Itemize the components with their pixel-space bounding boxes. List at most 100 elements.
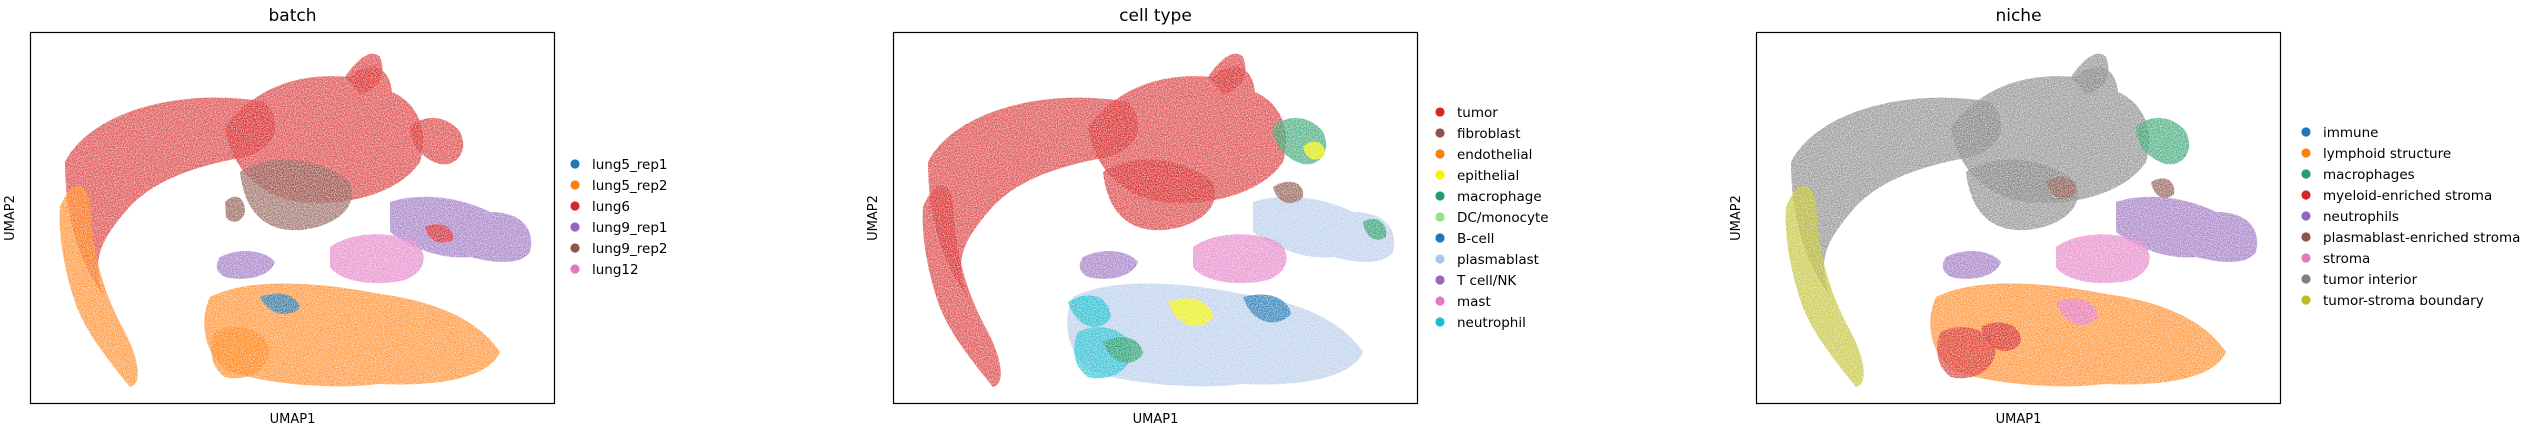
point-cloud-accent-1 [425, 224, 454, 243]
legend-label: lymphoid structure [2323, 146, 2451, 162]
umap-panel-1: batch UMAP1 UMAP2 [3, 6, 556, 427]
legend: tumor fibroblast endothelial epithelial macr… [1435, 105, 1549, 331]
legend-label: lung5_rep1 [592, 157, 668, 173]
point-cloud-purpleL [216, 250, 275, 279]
point-cloud-bigArc [928, 97, 1139, 297]
point-cloud-spike [1208, 53, 1246, 94]
legend-marker [1435, 191, 1445, 201]
legend-marker [1435, 128, 1445, 138]
point-cloud-pinkOval [330, 234, 424, 284]
legend-marker [2301, 274, 2311, 284]
legend-label: stroma [2323, 251, 2370, 267]
point-cloud-botLeft [1937, 327, 1996, 379]
panel-title: cell type [1119, 6, 1192, 26]
legend-label: T cell/NK [1456, 273, 1517, 289]
legend-marker [2301, 232, 2311, 242]
legend-marker [570, 243, 580, 253]
legend-marker [2301, 253, 2311, 263]
umap-panel-2: cell type UMAP1 UMAP2 [866, 6, 1419, 427]
legend-label: plasmablast [1457, 252, 1539, 268]
scatter-points [922, 53, 1395, 387]
point-cloud-accent-2 [260, 293, 300, 314]
legend: lung5_rep1 lung5_rep2 lung6 lung9_rep1 lung9… [570, 157, 668, 278]
point-cloud-botLeft [211, 327, 270, 379]
plot-frame [892, 31, 1419, 405]
point-cloud-accent-5 [1363, 218, 1387, 240]
legend-label: neutrophils [2323, 209, 2399, 225]
point-cloud-accent-0 [1981, 322, 2021, 351]
point-cloud-pinkOval [2056, 234, 2150, 284]
legend-marker [570, 222, 580, 232]
x-axis-label: UMAP1 [1133, 412, 1179, 427]
x-axis-label: UMAP1 [270, 412, 316, 427]
legend-marker [2301, 211, 2311, 221]
scatter-points [59, 53, 532, 387]
legend-marker [1435, 107, 1445, 117]
legend-marker [2301, 169, 2311, 179]
legend-marker [570, 264, 580, 274]
point-cloud-accent-3 [2151, 178, 2175, 198]
point-cloud-tail [922, 185, 1001, 387]
point-cloud-fingers [2136, 117, 2190, 165]
legend-label: mast [1457, 294, 1491, 310]
legend-marker [2301, 295, 2311, 305]
legend-label: immune [2323, 125, 2378, 141]
scatter-points [1785, 53, 2258, 387]
legend-label: macrophage [1457, 189, 1542, 205]
legend-marker [2301, 148, 2311, 158]
point-cloud-accent-1 [2056, 298, 2098, 325]
point-cloud-rightLob [1253, 196, 1395, 262]
point-cloud-accent-6 [1273, 181, 1304, 204]
point-cloud-rightLob [390, 196, 532, 262]
legend-label: B-cell [1457, 231, 1494, 247]
legend-label: lung6 [592, 199, 630, 215]
legend-marker [2301, 127, 2311, 137]
legend-marker [570, 180, 580, 190]
legend-label: lung9_rep1 [592, 220, 668, 236]
legend-label: epithelial [1457, 168, 1519, 184]
legend-label: tumor [1457, 105, 1498, 121]
legend-label: fibroblast [1457, 126, 1521, 142]
legend-label: neutrophil [1457, 315, 1526, 331]
legend-label: tumor-stroma boundary [2323, 293, 2484, 309]
panel-title: niche [1995, 6, 2041, 26]
legend-marker [1435, 149, 1445, 159]
point-cloud-pinkOval [1193, 234, 1287, 284]
point-cloud-midBlob [1103, 159, 1216, 231]
legend-label: myeloid-enriched stroma [2323, 188, 2492, 204]
legend-label: lung12 [592, 262, 639, 278]
y-axis-label: UMAP2 [866, 195, 881, 241]
legend-marker [2301, 190, 2311, 200]
y-axis-label: UMAP2 [1729, 195, 1744, 241]
panel-title: batch [269, 6, 317, 26]
point-cloud-accent-1 [1168, 298, 1213, 327]
x-axis-label: UMAP1 [1996, 412, 2042, 427]
legend: immune lymphoid structure macrophages myelo… [2301, 125, 2520, 309]
point-cloud-midBlob [1966, 159, 2079, 231]
point-cloud-spike [2071, 53, 2109, 94]
legend-label: DC/monocyte [1457, 210, 1549, 226]
point-cloud-accent-0 [1068, 295, 1111, 327]
legend-label: lung9_rep2 [592, 241, 668, 257]
legend-label: tumor interior [2323, 272, 2418, 288]
point-cloud-bigArc [1791, 97, 2002, 297]
legend-label: lung5_rep2 [592, 178, 668, 194]
point-cloud-spike [345, 53, 383, 94]
legend-marker [1435, 212, 1445, 222]
plot-frame [29, 31, 556, 405]
plot-frame [1755, 31, 2282, 405]
point-cloud-accent-3 [1103, 337, 1143, 363]
legend-marker [1435, 296, 1445, 306]
legend-marker [570, 201, 580, 211]
point-cloud-midBlob [240, 159, 353, 231]
legend-marker [1435, 233, 1445, 243]
point-cloud-tail [59, 185, 138, 387]
legend-label: plasmablast-enriched stroma [2323, 230, 2520, 246]
legend-label: macrophages [2323, 167, 2415, 183]
point-cloud-accent-2 [2046, 177, 2076, 199]
legend-marker [570, 159, 580, 169]
point-cloud-fingers [410, 117, 464, 165]
y-axis-label: UMAP2 [3, 195, 18, 241]
point-cloud-accent-0 [225, 196, 245, 222]
